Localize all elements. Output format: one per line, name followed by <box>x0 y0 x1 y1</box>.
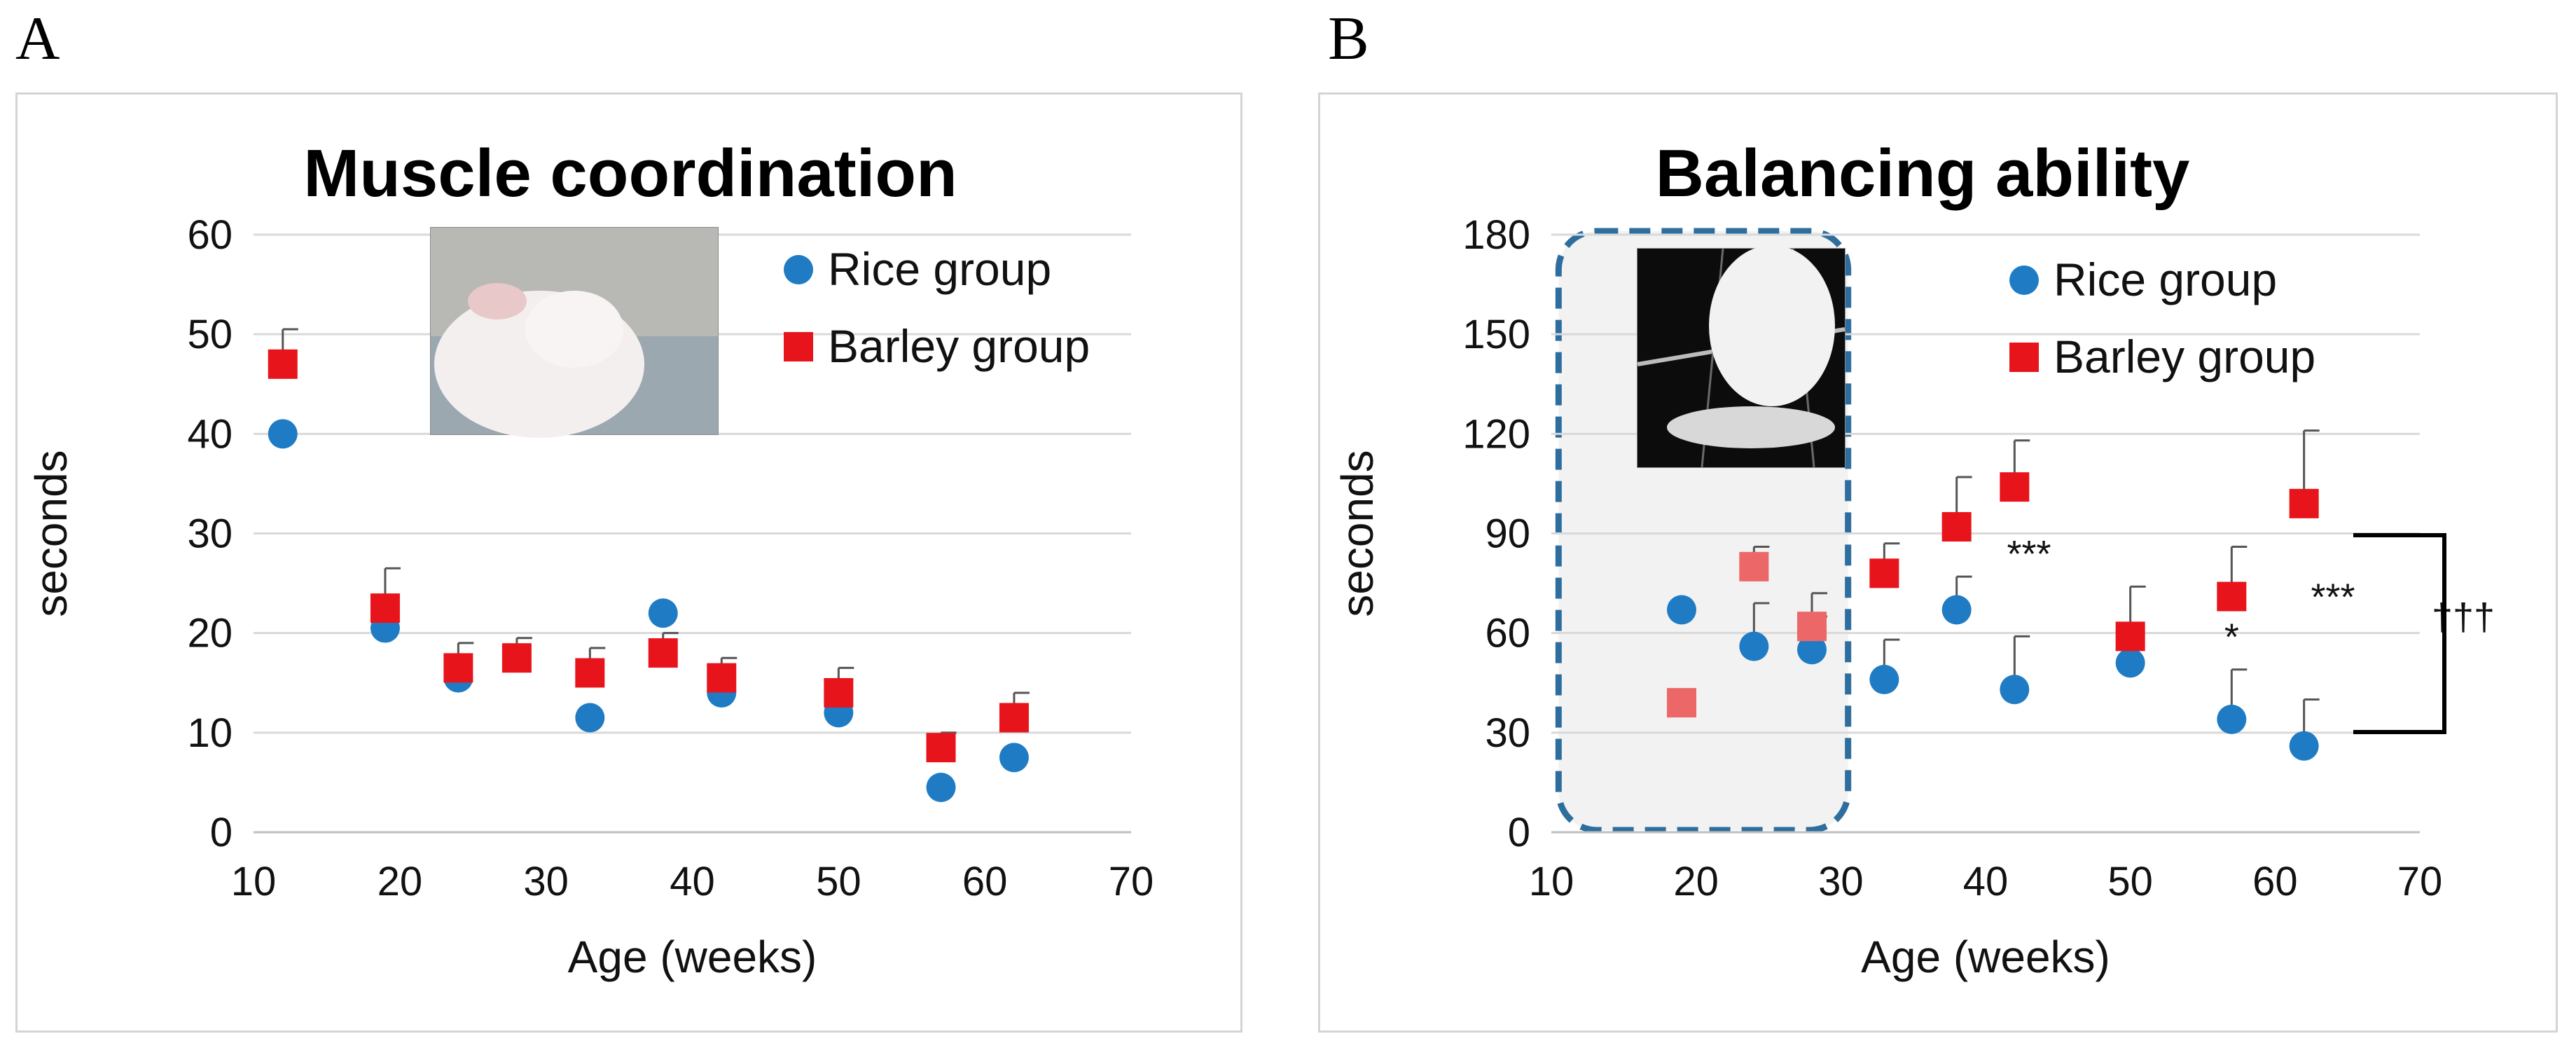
y-tick-label: 0 <box>210 810 233 855</box>
x-tick-label: 70 <box>1109 859 1154 904</box>
rice-group-point <box>1941 595 1972 625</box>
barley-group-point <box>268 349 298 379</box>
chart-title: Balancing ability <box>1656 136 2190 211</box>
y-tick-label: 60 <box>1485 611 1530 656</box>
y-tick-label: 150 <box>1462 312 1530 357</box>
barley-group-point <box>648 638 678 668</box>
y-axis-title: seconds <box>26 450 76 616</box>
barley-group-point <box>707 663 737 693</box>
y-tick-label: 40 <box>187 411 233 457</box>
rice-group-point <box>2115 648 2145 678</box>
y-tick-label: 60 <box>187 212 233 258</box>
rice-group-point <box>648 598 678 628</box>
y-tick-label: 120 <box>1462 411 1530 457</box>
barley-group-point <box>926 733 956 763</box>
x-tick-label: 30 <box>523 859 569 904</box>
bedding <box>1667 406 1835 448</box>
x-tick-label: 60 <box>2252 859 2298 904</box>
x-tick-label: 20 <box>378 859 423 904</box>
y-tick-label: 180 <box>1462 212 1530 258</box>
legend-rice-label: Rice group <box>828 243 1051 295</box>
mouse-on-rotarod-photo <box>430 227 719 438</box>
rice-group-point <box>926 773 956 803</box>
x-tick-label: 10 <box>231 859 277 904</box>
barley-group-point <box>443 653 473 683</box>
x-tick-label: 10 <box>1529 859 1574 904</box>
barley-group-point <box>1869 558 1899 588</box>
legend-rice-marker <box>2009 266 2039 295</box>
y-axis-title: seconds <box>1332 450 1383 616</box>
barley-group-point <box>370 593 400 623</box>
y-tick-label: 30 <box>187 511 233 557</box>
mouse-head <box>525 291 623 368</box>
rice-group-point <box>1739 631 1769 661</box>
rice-group-point <box>575 703 605 733</box>
rice-group-point <box>1667 595 1696 625</box>
legend-barley-label: Barley group <box>2054 331 2315 382</box>
x-tick-label: 70 <box>2397 859 2443 904</box>
barley-group-point <box>1739 551 1769 581</box>
x-tick-label: 40 <box>670 859 715 904</box>
legend-barley-label: Barley group <box>828 320 1090 372</box>
x-tick-label: 50 <box>816 859 861 904</box>
barley-group-point <box>1941 512 1972 542</box>
panel-letter-a: A <box>15 5 60 73</box>
barley-group-point <box>824 677 854 708</box>
y-tick-label: 90 <box>1485 511 1530 557</box>
significance-bracket <box>2353 533 2446 734</box>
x-tick-label: 40 <box>1963 859 2009 904</box>
x-tick-label: 20 <box>1673 859 1719 904</box>
x-tick-label: 50 <box>2107 859 2153 904</box>
y-tick-label: 20 <box>187 611 233 656</box>
y-tick-label: 10 <box>187 710 233 756</box>
significance-annotation: ††† <box>2432 596 2495 638</box>
mouse-body <box>1709 245 1835 406</box>
x-tick-label: 30 <box>1818 859 1864 904</box>
rice-group-point <box>268 419 298 449</box>
barley-group-point <box>501 643 532 673</box>
x-axis-title: Age (weeks) <box>1861 932 2110 982</box>
rice-group-point <box>1797 635 1827 665</box>
rice-group-point <box>1869 665 1899 695</box>
significance-annotation: * <box>2224 616 2239 658</box>
barley-group-point <box>1797 612 1827 642</box>
rice-group-point <box>2289 731 2319 761</box>
legend-rice-label: Rice group <box>2054 254 2277 305</box>
rice-group-point <box>2000 675 2030 705</box>
barley-group-point <box>999 703 1029 733</box>
x-tick-label: 60 <box>962 859 1008 904</box>
significance-annotation: *** <box>2311 576 2355 618</box>
legend-rice-marker <box>784 255 813 284</box>
y-tick-label: 0 <box>1508 810 1530 855</box>
y-tick-label: 30 <box>1485 710 1530 756</box>
barley-group-point <box>2217 581 2247 612</box>
mouse-ear <box>468 283 527 319</box>
barley-group-point <box>575 658 605 688</box>
barley-group-point <box>2289 488 2319 518</box>
barley-group-point <box>2115 621 2145 651</box>
x-axis-title: Age (weeks) <box>568 932 817 982</box>
legend-barley-marker <box>784 332 813 361</box>
chart-title: Muscle coordination <box>303 136 957 211</box>
rice-group-point <box>999 743 1029 773</box>
barley-group-point <box>1667 688 1696 718</box>
rice-group-point <box>2217 704 2247 734</box>
significance-annotation: *** <box>2007 533 2051 575</box>
barley-group-point <box>2000 472 2030 502</box>
legend-barley-marker <box>2009 343 2039 372</box>
y-tick-label: 50 <box>187 312 233 357</box>
chart-panel-balancing-ability <box>1318 92 2558 1033</box>
panel-letter-b: B <box>1328 5 1369 73</box>
mouse-on-balance-beam-photo <box>1637 245 1846 468</box>
